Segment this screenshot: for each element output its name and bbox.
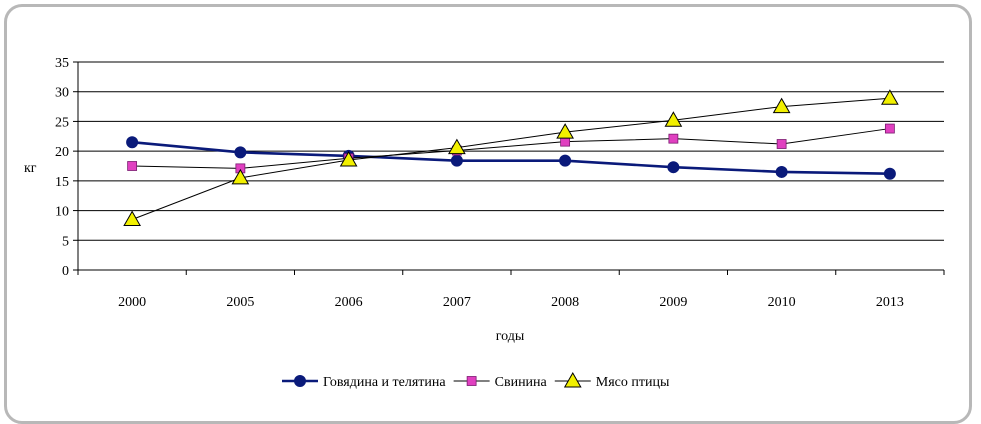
series-line	[132, 128, 890, 169]
data-point	[883, 167, 896, 180]
legend-marker	[294, 375, 306, 387]
x-tick-label: 2000	[118, 295, 146, 310]
data-point	[559, 154, 572, 167]
data-point	[884, 123, 895, 134]
data-point	[667, 161, 680, 174]
legend-label: Свинина	[495, 375, 548, 390]
legend-item-1: Говядина и телятина	[282, 375, 446, 390]
data-point	[664, 111, 683, 127]
series-3	[123, 89, 899, 226]
x-axis-label: годы	[496, 329, 525, 344]
y-tick-label: 10	[55, 205, 69, 220]
legend-label: Говядина и телятина	[323, 375, 446, 390]
x-tick-label: 2009	[659, 295, 687, 310]
y-tick-label: 20	[55, 145, 69, 160]
x-tick-label: 2006	[335, 295, 363, 310]
data-point	[881, 89, 899, 105]
series-group	[123, 89, 899, 226]
y-tick-label: 15	[55, 175, 69, 190]
data-point	[772, 97, 791, 114]
x-tick-label: 2013	[876, 295, 904, 310]
x-tick-label: 2010	[768, 295, 796, 310]
y-tick-label: 0	[62, 264, 69, 279]
legend-marker	[563, 371, 582, 388]
data-point	[231, 168, 250, 185]
y-tick-label: 5	[62, 234, 69, 249]
legend-item-3: Мясо птицы	[554, 371, 670, 390]
data-point	[234, 146, 247, 159]
series-line	[131, 97, 890, 220]
data-point	[776, 139, 787, 149]
data-point	[775, 165, 788, 178]
data-point	[123, 210, 141, 226]
data-point	[556, 123, 574, 139]
data-point	[127, 161, 138, 171]
x-tick-label: 2007	[443, 295, 471, 310]
data-point	[126, 136, 139, 149]
legend-label: Мясо птицы	[596, 375, 670, 390]
data-point	[450, 154, 463, 167]
data-point	[448, 138, 466, 155]
x-tick-label: 2005	[226, 295, 254, 310]
gridlines	[78, 61, 944, 241]
series-line	[132, 140, 890, 176]
x-tick-label: 2008	[551, 295, 579, 310]
y-tick-labels: 0 5 10 15 20 25 30 35	[55, 56, 69, 279]
data-point	[668, 133, 679, 144]
data-point	[339, 151, 358, 167]
legend-item-2: Свинина	[453, 375, 548, 390]
x-tick-labels: 2000 2005 2006 2007 2008 2009 2010 2013	[118, 295, 904, 310]
y-tick-label: 35	[55, 56, 69, 71]
legend: Говядина и телятина Свинина Мясо птицы	[282, 371, 670, 390]
chart-frame	[4, 4, 972, 424]
legend-marker	[466, 376, 477, 386]
y-axis-label: кг	[24, 161, 37, 176]
y-tick-label: 25	[55, 115, 69, 130]
axes	[73, 61, 945, 275]
y-tick-label: 30	[55, 86, 69, 101]
